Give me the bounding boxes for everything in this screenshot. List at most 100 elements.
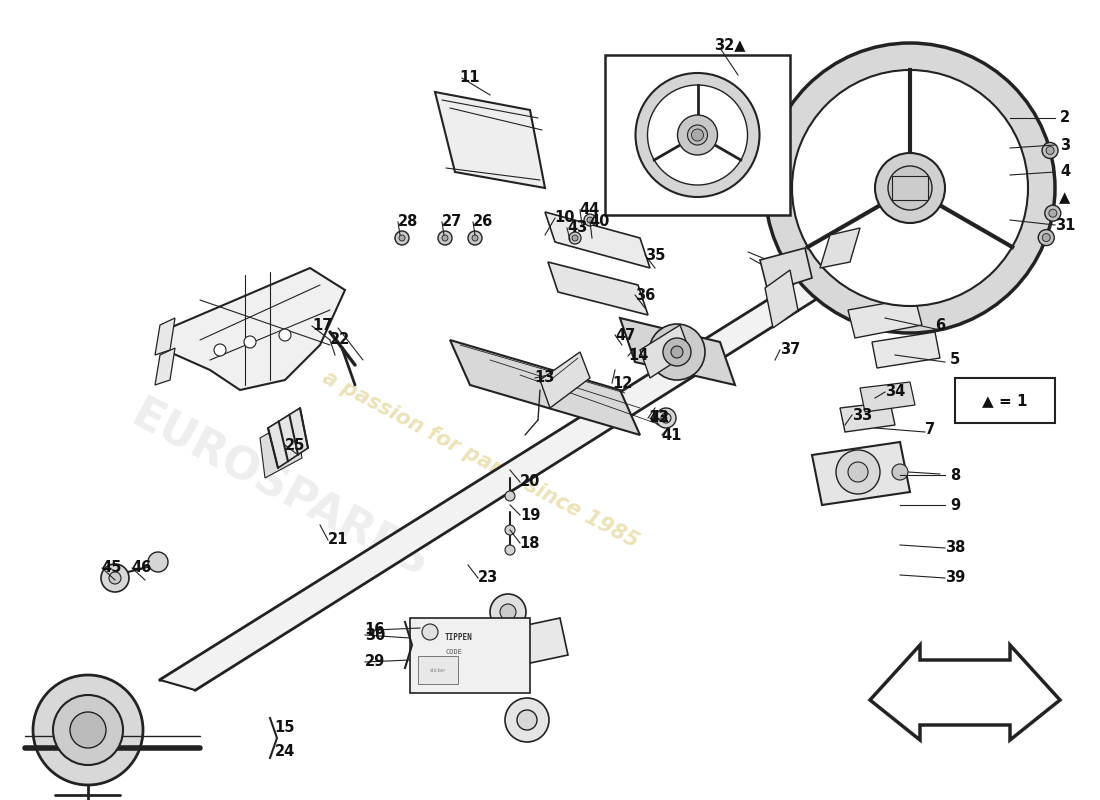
- Text: 4: 4: [1060, 165, 1070, 179]
- Text: 29: 29: [365, 654, 385, 670]
- Text: 15: 15: [275, 721, 295, 735]
- Text: 19: 19: [520, 507, 540, 522]
- Polygon shape: [872, 332, 940, 368]
- Text: ▲: ▲: [1059, 190, 1070, 206]
- Text: ▲ = 1: ▲ = 1: [982, 393, 1027, 408]
- Text: 22: 22: [330, 333, 350, 347]
- Circle shape: [1043, 234, 1050, 242]
- Circle shape: [399, 235, 405, 241]
- Text: 2: 2: [1060, 110, 1070, 126]
- Polygon shape: [820, 228, 860, 268]
- Circle shape: [70, 712, 106, 748]
- Bar: [410, 618, 530, 693]
- Circle shape: [649, 324, 705, 380]
- Circle shape: [587, 217, 593, 223]
- Circle shape: [505, 491, 515, 501]
- Text: 13: 13: [535, 370, 556, 386]
- Text: 17: 17: [311, 318, 332, 334]
- Text: 40: 40: [590, 214, 610, 230]
- Polygon shape: [450, 340, 640, 435]
- Text: 41: 41: [662, 427, 682, 442]
- Bar: [605, 55, 790, 215]
- Text: 11: 11: [460, 70, 481, 86]
- Text: 33: 33: [851, 407, 872, 422]
- Text: 10: 10: [554, 210, 575, 226]
- Polygon shape: [640, 325, 690, 378]
- Text: 44: 44: [580, 202, 601, 218]
- Circle shape: [671, 346, 683, 358]
- Text: sticker: sticker: [430, 669, 447, 674]
- Text: 24: 24: [275, 745, 295, 759]
- Bar: [418, 656, 458, 684]
- Text: 6: 6: [935, 318, 945, 333]
- Text: 16: 16: [365, 622, 385, 638]
- Circle shape: [438, 231, 452, 245]
- Polygon shape: [840, 402, 895, 432]
- Text: 14: 14: [628, 349, 648, 363]
- Text: 45: 45: [102, 561, 122, 575]
- Circle shape: [109, 572, 121, 584]
- Text: 20: 20: [520, 474, 540, 490]
- Text: 32▲: 32▲: [714, 38, 746, 53]
- Circle shape: [648, 85, 748, 185]
- Circle shape: [584, 214, 596, 226]
- Text: 35: 35: [645, 247, 665, 262]
- Polygon shape: [870, 645, 1060, 740]
- Polygon shape: [480, 618, 568, 672]
- Circle shape: [101, 564, 129, 592]
- Polygon shape: [764, 270, 798, 328]
- Circle shape: [848, 462, 868, 482]
- Text: 47: 47: [615, 327, 635, 342]
- Text: 27: 27: [442, 214, 462, 230]
- Circle shape: [500, 604, 516, 620]
- Polygon shape: [155, 348, 175, 385]
- Polygon shape: [160, 255, 870, 690]
- Circle shape: [490, 594, 526, 630]
- Text: 46: 46: [132, 561, 152, 575]
- Circle shape: [1046, 146, 1054, 154]
- Text: EUROSPARES: EUROSPARES: [124, 394, 437, 586]
- Text: 25: 25: [285, 438, 305, 453]
- Circle shape: [148, 552, 168, 572]
- Circle shape: [214, 344, 225, 356]
- Polygon shape: [548, 262, 648, 315]
- Polygon shape: [155, 318, 175, 355]
- Polygon shape: [260, 418, 302, 478]
- Circle shape: [422, 624, 438, 640]
- Text: 38: 38: [945, 541, 965, 555]
- Polygon shape: [540, 352, 590, 408]
- Polygon shape: [848, 298, 922, 338]
- Circle shape: [472, 235, 478, 241]
- Text: 18: 18: [519, 535, 540, 550]
- Circle shape: [688, 125, 707, 145]
- Circle shape: [874, 153, 945, 223]
- Circle shape: [792, 70, 1028, 306]
- Circle shape: [442, 235, 448, 241]
- Circle shape: [517, 710, 537, 730]
- Circle shape: [395, 231, 409, 245]
- Circle shape: [468, 231, 482, 245]
- Text: CODE: CODE: [446, 649, 462, 655]
- Text: 3: 3: [1060, 138, 1070, 153]
- Circle shape: [836, 450, 880, 494]
- Circle shape: [892, 464, 907, 480]
- Circle shape: [505, 545, 515, 555]
- Bar: [955, 378, 1055, 423]
- Text: a passion for parts since 1985: a passion for parts since 1985: [319, 368, 641, 552]
- Text: 13: 13: [648, 410, 668, 426]
- Bar: [892, 176, 928, 200]
- Text: 23: 23: [477, 570, 498, 586]
- Text: 9: 9: [950, 498, 960, 513]
- Circle shape: [505, 525, 515, 535]
- Circle shape: [569, 232, 581, 244]
- Polygon shape: [812, 442, 910, 505]
- Text: 30: 30: [365, 627, 385, 642]
- Circle shape: [636, 73, 759, 197]
- Circle shape: [505, 698, 549, 742]
- Text: 34: 34: [884, 385, 905, 399]
- Circle shape: [663, 338, 691, 366]
- Circle shape: [1042, 142, 1058, 158]
- Polygon shape: [544, 212, 650, 268]
- Text: 12: 12: [612, 375, 632, 390]
- Text: 43: 43: [566, 221, 587, 235]
